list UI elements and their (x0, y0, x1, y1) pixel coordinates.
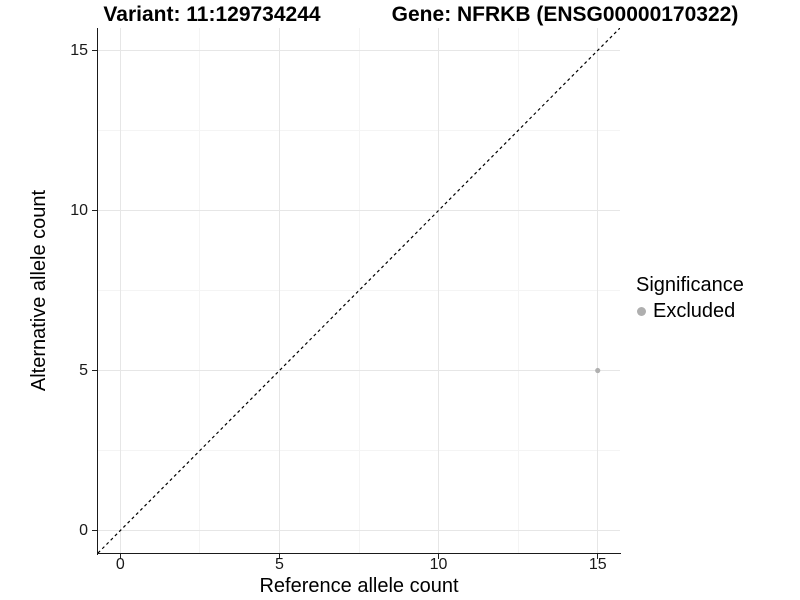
major-gridline-horizontal (98, 49, 620, 51)
legend-marker-circle-icon (637, 307, 646, 316)
plot-title-variant: Variant: 11:129734244 (103, 3, 321, 26)
data-point (595, 367, 601, 374)
major-gridline-horizontal (98, 209, 620, 211)
x-tick-label: 15 (588, 556, 607, 573)
x-axis-title: Reference allele count (259, 575, 459, 597)
minor-gridline-horizontal (98, 450, 620, 452)
y-axis-tick (92, 209, 97, 212)
x-axis-tick (119, 554, 121, 559)
major-gridline-vertical (119, 28, 121, 553)
x-axis-tick (278, 554, 281, 559)
legend-title: Significance (636, 274, 744, 296)
y-tick-label: 15 (70, 41, 88, 59)
major-gridline-vertical (438, 28, 440, 553)
x-tick-label: 0 (115, 556, 125, 573)
x-axis-line (96, 553, 621, 555)
y-axis-tick (92, 49, 97, 52)
major-gridline-horizontal (98, 370, 620, 372)
plot-title-gene: Gene: NFRKB (ENSG00000170322) (391, 3, 739, 26)
y-axis-title: Alternative allele count (27, 189, 50, 392)
y-axis-tick (92, 369, 97, 372)
x-tick-label: 5 (274, 556, 284, 573)
legend: Significance Excluded (636, 274, 744, 323)
y-axis-tick (92, 529, 97, 532)
major-gridline-horizontal (98, 530, 620, 532)
plot-panel (98, 28, 620, 553)
x-tick-label: 10 (429, 556, 448, 573)
x-axis-tick (597, 554, 599, 559)
minor-gridline-horizontal (98, 129, 620, 131)
legend-entry-excluded: Excluded (636, 300, 744, 323)
identity-dashed-line (98, 28, 620, 553)
major-gridline-vertical (597, 28, 599, 553)
major-gridline-vertical (278, 28, 280, 553)
y-axis-line (96, 28, 99, 555)
x-axis-tick (437, 554, 440, 559)
plot-draw-layer (98, 28, 620, 553)
y-tick-label: 0 (79, 522, 88, 540)
y-tick-label: 5 (79, 362, 88, 380)
minor-gridline-horizontal (98, 290, 620, 291)
legend-entry-label: Excluded (653, 300, 736, 322)
y-tick-label: 10 (70, 201, 88, 219)
